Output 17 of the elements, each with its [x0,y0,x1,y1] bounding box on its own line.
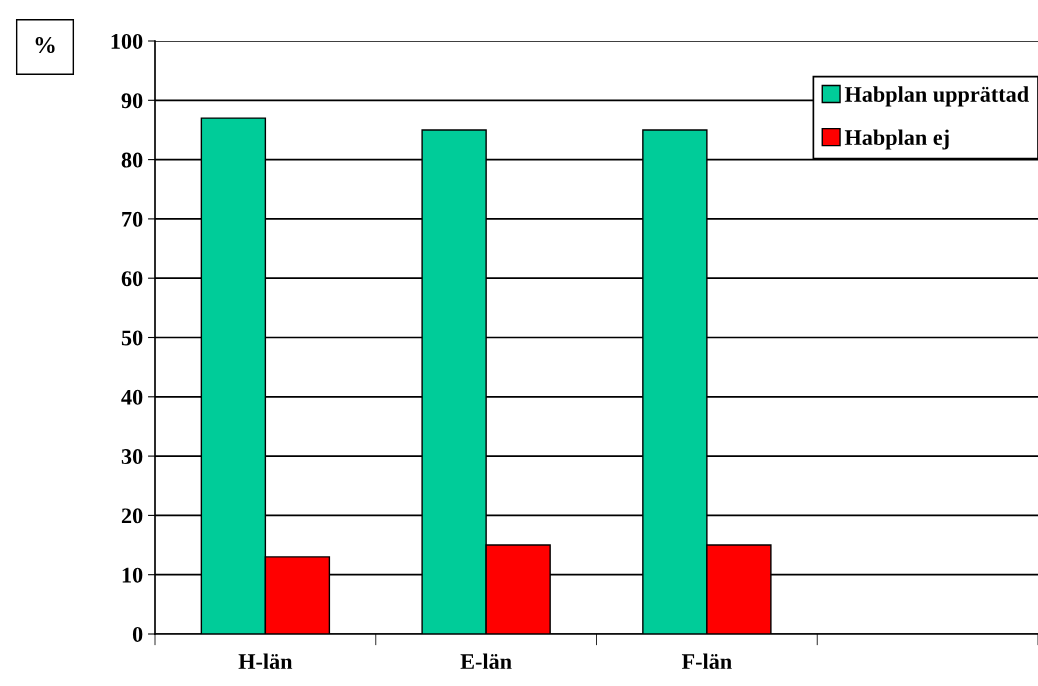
legend-label: Habplan upprättad [844,86,1029,107]
y-tick-label: 40 [121,389,143,405]
x-tick-label: H-län [238,653,293,670]
y-tick-label: 10 [122,567,143,583]
y-tick-label: 60 [121,271,143,287]
y-tick-label: 30 [121,449,143,465]
x-tick-label: F-län [681,653,732,670]
y-tick-label: 100 [111,33,143,49]
y-tick-label: 20 [121,508,143,524]
y-tick-label: 0 [132,626,143,642]
y-axis-title: % [35,36,55,53]
legend-label: Habplan ej [844,129,949,150]
x-tick-label: E-län [460,653,512,670]
y-tick-label: 80 [121,152,143,168]
y-tick-label: 90 [121,93,143,109]
y-tick-label: 70 [122,211,143,227]
y-tick-label: 50 [121,330,143,346]
